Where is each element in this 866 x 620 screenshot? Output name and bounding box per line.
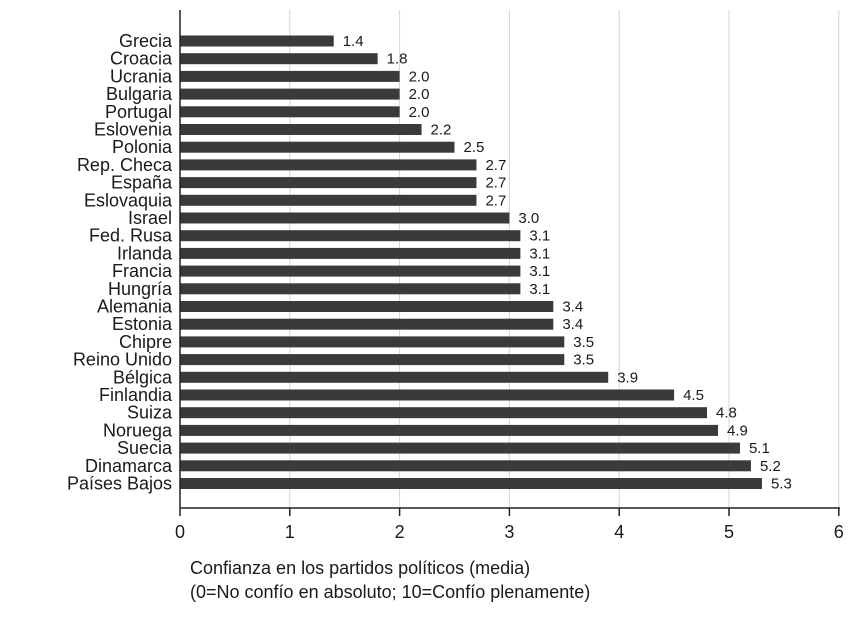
bar xyxy=(180,301,554,312)
bar xyxy=(180,354,565,366)
x-tick-label: 5 xyxy=(724,522,734,542)
bar xyxy=(180,424,719,436)
bar xyxy=(180,88,400,100)
category-labels: GreciaCroaciaUcraniaBulgariaPortugalEslo… xyxy=(67,31,173,494)
bar xyxy=(180,460,751,472)
value-label: 4.5 xyxy=(683,387,704,404)
category-label: Chipre xyxy=(119,332,172,352)
value-label: 2.0 xyxy=(409,104,430,121)
value-label: 3.0 xyxy=(518,210,539,227)
value-label: 3.5 xyxy=(573,334,594,351)
bar xyxy=(180,194,477,206)
value-label: 3.4 xyxy=(562,316,583,333)
bar xyxy=(180,442,740,454)
bar xyxy=(180,371,609,383)
category-label: Suecia xyxy=(117,438,173,458)
value-label: 4.9 xyxy=(727,422,748,439)
bar xyxy=(180,53,378,65)
bar xyxy=(180,389,675,401)
bar xyxy=(180,70,400,82)
value-labels: 1.41.82.02.02.02.22.52.72.72.73.03.13.13… xyxy=(343,33,792,493)
x-tick-label: 1 xyxy=(285,522,295,542)
x-tick-label: 4 xyxy=(614,522,624,542)
bar xyxy=(180,230,521,242)
category-label: Suiza xyxy=(127,403,173,423)
bar xyxy=(180,35,334,47)
bar xyxy=(180,177,477,189)
value-label: 2.0 xyxy=(409,68,430,85)
category-label: Fed. Rusa xyxy=(89,226,173,246)
category-label: Portugal xyxy=(105,102,172,122)
value-label: 5.3 xyxy=(771,476,792,493)
bar xyxy=(180,159,477,171)
category-label: Rep. Checa xyxy=(77,155,173,175)
value-label: 3.9 xyxy=(617,369,638,386)
value-label: 3.1 xyxy=(529,228,550,245)
category-label: Eslovenia xyxy=(94,120,173,140)
value-label: 2.7 xyxy=(485,157,506,174)
value-label: 1.4 xyxy=(343,33,364,50)
category-label: Polonia xyxy=(112,137,173,157)
category-label: Noruega xyxy=(103,420,173,440)
category-label: Francia xyxy=(112,261,173,281)
x-tick-label: 6 xyxy=(834,522,844,542)
category-label: Croacia xyxy=(110,49,173,69)
value-label: 3.5 xyxy=(573,352,594,369)
value-label: 3.1 xyxy=(529,245,550,262)
x-tick-label: 3 xyxy=(504,522,514,542)
bar xyxy=(180,212,510,224)
bar xyxy=(180,141,455,153)
category-label: Grecia xyxy=(119,31,173,51)
value-label: 4.8 xyxy=(716,405,737,422)
value-label: 5.2 xyxy=(760,458,781,475)
value-label: 5.1 xyxy=(749,440,770,457)
x-axis-ticks: 0 1 2 3 4 5 6 xyxy=(175,508,844,542)
bar xyxy=(180,336,565,348)
category-label: Alemania xyxy=(97,297,173,317)
category-label: Irlanda xyxy=(117,243,173,263)
value-label: 3.4 xyxy=(562,299,583,316)
bar xyxy=(180,318,554,330)
x-axis-title-line1: Confianza en los partidos políticos (med… xyxy=(190,558,530,578)
value-label: 2.5 xyxy=(464,139,485,156)
bar xyxy=(180,407,708,419)
value-label: 1.8 xyxy=(387,51,408,68)
bar xyxy=(180,265,521,277)
value-label: 2.7 xyxy=(485,175,506,192)
category-label: Finlandia xyxy=(99,385,173,405)
x-tick-label: 0 xyxy=(175,522,185,542)
bar xyxy=(180,106,400,118)
value-label: 3.1 xyxy=(529,281,550,298)
category-label: Hungría xyxy=(108,279,173,299)
category-label: España xyxy=(111,173,173,193)
value-label: 2.0 xyxy=(409,86,430,103)
category-label: Eslovaquia xyxy=(84,190,173,210)
value-label: 2.7 xyxy=(485,192,506,209)
category-label: Países Bajos xyxy=(67,474,172,494)
category-label: Bélgica xyxy=(113,367,173,387)
bar xyxy=(180,283,521,295)
bar xyxy=(180,124,422,135)
bar xyxy=(180,247,521,259)
value-label: 3.1 xyxy=(529,263,550,280)
bars-group xyxy=(180,35,762,489)
x-tick-label: 2 xyxy=(395,522,405,542)
category-label: Dinamarca xyxy=(85,456,173,476)
value-label: 2.2 xyxy=(431,122,452,139)
category-label: Estonia xyxy=(112,314,173,334)
category-label: Reino Unido xyxy=(73,350,172,370)
category-label: Ucrania xyxy=(110,66,173,86)
bar xyxy=(180,478,762,489)
category-label: Israel xyxy=(128,208,172,228)
x-axis-title-line2: (0=No confío en absoluto; 10=Confío plen… xyxy=(190,582,590,602)
category-label: Bulgaria xyxy=(106,84,173,104)
